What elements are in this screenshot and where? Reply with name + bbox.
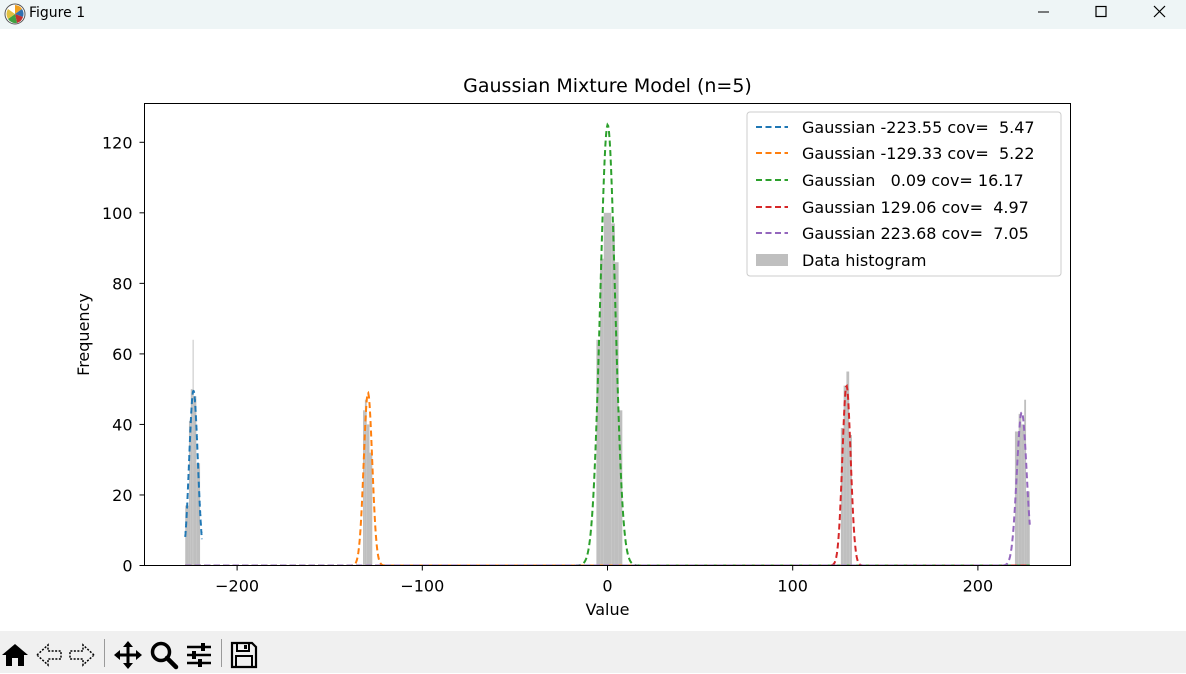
histogram-bar	[603, 212, 612, 566]
histogram-bar	[614, 262, 619, 566]
close-icon	[1153, 5, 1166, 18]
legend-label: Data histogram	[802, 251, 926, 270]
zoom-magnifier-icon	[150, 641, 179, 670]
zoom-button[interactable]	[149, 640, 179, 670]
histogram-bar	[1026, 491, 1030, 566]
histogram-bar	[369, 452, 373, 566]
histogram-bar	[840, 427, 844, 566]
x-tick-label: −200	[215, 577, 259, 596]
toolbar-separator	[104, 639, 105, 667]
histogram-bar	[363, 410, 365, 566]
maximize-button[interactable]	[1072, 0, 1130, 29]
legend-label: Gaussian 0.09 cov= 16.17	[802, 171, 1024, 190]
minimize-button[interactable]	[1014, 0, 1072, 29]
minimize-icon	[1038, 11, 1049, 13]
y-axis-label: Frequency	[74, 293, 93, 376]
x-axis: −200 −100 0 100 200	[215, 565, 994, 596]
histogram-bar	[364, 399, 367, 566]
histogram-bar	[196, 463, 201, 566]
histogram-bar	[849, 435, 852, 566]
home-button[interactable]	[0, 640, 30, 670]
forward-arrow-icon	[69, 643, 96, 667]
configure-subplots-icon	[187, 643, 211, 667]
histogram-bar	[843, 385, 847, 566]
matplotlib-logo-icon	[4, 3, 26, 25]
chart-title: Gaussian Mixture Model (n=5)	[463, 75, 752, 97]
pan-button[interactable]	[113, 640, 143, 670]
legend-label: Gaussian 129.06 cov= 4.97	[802, 198, 1029, 217]
histogram-bar	[1021, 424, 1025, 566]
y-tick-label: 60	[112, 345, 132, 364]
window-titlebar: Figure 1	[0, 0, 1186, 29]
x-tick-label: −100	[400, 577, 444, 596]
histogram-bar	[618, 410, 623, 566]
home-icon	[2, 644, 28, 666]
save-button[interactable]	[229, 640, 259, 670]
histogram-bar	[190, 389, 193, 566]
y-tick-label: 80	[112, 274, 132, 293]
window-title: Figure 1	[29, 5, 86, 21]
x-tick-label: 100	[777, 577, 808, 596]
configure-subplots-button[interactable]	[184, 640, 214, 670]
gaussian-curve-1	[184, 389, 203, 540]
legend-label: Gaussian -129.33 cov= 5.22	[802, 144, 1035, 163]
y-tick-label: 0	[122, 557, 132, 576]
legend-label: Gaussian 223.68 cov= 7.05	[802, 224, 1029, 243]
y-tick-label: 120	[102, 133, 133, 152]
histogram-bar	[611, 223, 615, 566]
histogram-bar	[185, 505, 189, 566]
y-tick-label: 40	[112, 415, 132, 434]
histogram-bar	[1014, 431, 1019, 566]
histogram-bar	[596, 339, 601, 566]
close-button[interactable]	[1130, 0, 1186, 29]
legend: Gaussian -223.55 cov= 5.47 Gaussian -129.…	[746, 111, 1062, 277]
histogram-bar	[600, 258, 604, 566]
histogram-bar	[192, 339, 194, 566]
x-tick-label: 0	[602, 577, 612, 596]
y-axis: 0 20 40 60 80 100 120	[102, 133, 145, 576]
y-tick-label: 20	[112, 486, 132, 505]
histogram-bar	[1024, 399, 1027, 566]
save-floppy-icon	[230, 641, 258, 669]
pan-move-icon	[114, 641, 142, 669]
histogram-bar	[1018, 413, 1022, 566]
maximize-icon	[1095, 5, 1107, 18]
legend-swatch	[756, 254, 788, 266]
figure-canvas[interactable]: Gaussian Mixture Model (n=5) −200 −100 0 10…	[0, 29, 1186, 631]
chart-svg: Gaussian Mixture Model (n=5) −200 −100 0 10…	[74, 75, 1071, 619]
histogram-bar	[366, 424, 370, 566]
x-axis-label: Value	[586, 600, 630, 619]
histogram-bar	[188, 420, 191, 566]
legend-box	[746, 111, 1062, 277]
gaussian-curve-3	[185, 122, 1030, 566]
x-tick-label: 200	[963, 577, 994, 596]
histogram-bar	[846, 371, 850, 566]
toolbar-separator	[221, 639, 222, 667]
y-tick-label: 100	[102, 204, 133, 223]
back-button[interactable]	[34, 640, 64, 670]
back-arrow-icon	[35, 643, 62, 667]
forward-button[interactable]	[67, 640, 97, 670]
plot-area	[184, 122, 1031, 566]
navigation-toolbar	[0, 631, 1186, 673]
histogram-bar	[193, 396, 197, 566]
legend-label: Gaussian -223.55 cov= 5.47	[802, 118, 1035, 137]
